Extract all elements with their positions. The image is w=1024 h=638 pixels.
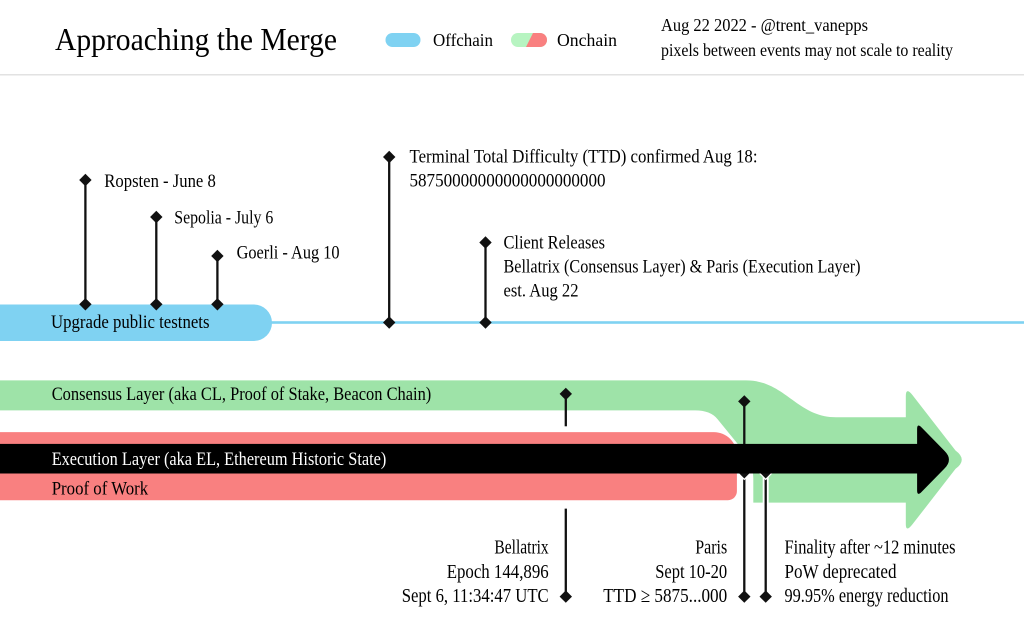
- svg-text:Client Releases: Client Releases: [504, 233, 606, 253]
- svg-text:est. Aug 22: est. Aug 22: [504, 282, 579, 302]
- svg-text:Offchain: Offchain: [433, 30, 493, 50]
- svg-text:Goerli - Aug 10: Goerli - Aug 10: [237, 243, 340, 263]
- svg-text:Aug 22 2022 - @trent_vanepps: Aug 22 2022 - @trent_vanepps: [661, 15, 868, 35]
- svg-text:Sept 10-20: Sept 10-20: [655, 561, 727, 583]
- svg-text:Finality after ~12 minutes: Finality after ~12 minutes: [785, 537, 956, 559]
- svg-text:Epoch 144,896: Epoch 144,896: [447, 561, 549, 583]
- svg-text:Bellatrix (Consensus Layer) &: Bellatrix (Consensus Layer) & Paris (Exe…: [504, 258, 861, 278]
- svg-text:Ropsten - June 8: Ropsten - June 8: [104, 172, 216, 192]
- svg-text:Terminal Total Difficulty (TTD: Terminal Total Difficulty (TTD) confirme…: [410, 148, 758, 168]
- svg-text:Execution Layer (aka EL, Ether: Execution Layer (aka EL, Ethereum Histor…: [52, 449, 387, 470]
- svg-text:Upgrade public testnets: Upgrade public testnets: [51, 312, 210, 333]
- svg-text:Approaching the Merge: Approaching the Merge: [55, 21, 337, 57]
- svg-text:pixels between events may not: pixels between events may not scale to r…: [661, 40, 953, 60]
- svg-text:Proof of Work: Proof of Work: [52, 478, 149, 499]
- svg-text:Sepolia - July 6: Sepolia - July 6: [174, 209, 273, 229]
- svg-text:TTD ≥ 5875...000: TTD ≥ 5875...000: [603, 585, 727, 607]
- svg-text:Onchain: Onchain: [557, 30, 617, 50]
- svg-text:58750000000000000000000: 58750000000000000000000: [410, 172, 606, 192]
- svg-text:PoW deprecated: PoW deprecated: [785, 561, 897, 583]
- svg-text:Bellatrix: Bellatrix: [494, 537, 548, 559]
- svg-text:Consensus Layer (aka CL, Proof: Consensus Layer (aka CL, Proof of Stake,…: [52, 384, 432, 405]
- svg-text:Paris: Paris: [695, 537, 727, 559]
- svg-text:Sept 6, 11:34:47 UTC: Sept 6, 11:34:47 UTC: [402, 585, 549, 607]
- svg-text:99.95% energy reduction: 99.95% energy reduction: [785, 585, 949, 607]
